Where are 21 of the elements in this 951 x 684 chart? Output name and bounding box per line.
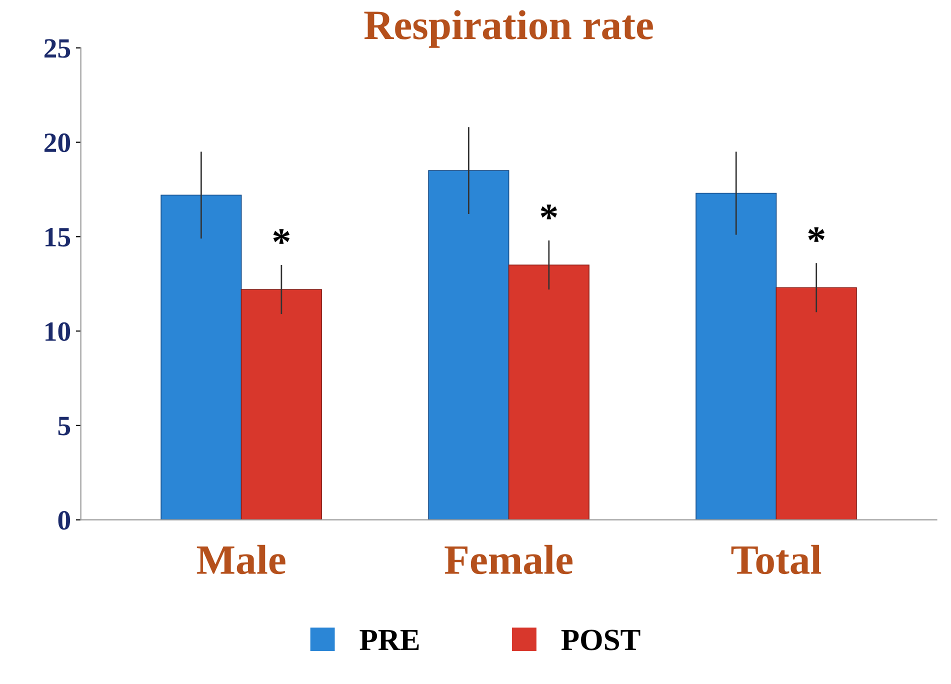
y-tick-label: 25: [44, 39, 70, 58]
y-tick-label: 10: [46, 322, 70, 341]
bar: [160, 194, 242, 520]
annotation: *: [808, 227, 824, 242]
bar: [776, 287, 857, 520]
chart-title: Respiration rate: [364, 10, 653, 48]
y-tick-label: 0: [58, 511, 70, 530]
bar: [240, 289, 322, 520]
x-tick-label: Total: [731, 544, 822, 574]
y-tick-label: 5: [58, 416, 70, 436]
annotation: *: [540, 204, 558, 220]
bar: [696, 192, 777, 520]
legend-label: POST: [561, 630, 640, 650]
legend-label: PRE: [360, 630, 419, 650]
bar: [428, 170, 510, 520]
annotation: *: [273, 229, 290, 244]
bar: [508, 264, 590, 520]
y-tick-label: 15: [46, 228, 70, 247]
x-tick-label: Male: [196, 544, 286, 574]
x-tick-label: Female: [444, 544, 572, 574]
y-tick-label: 20: [44, 133, 70, 152]
